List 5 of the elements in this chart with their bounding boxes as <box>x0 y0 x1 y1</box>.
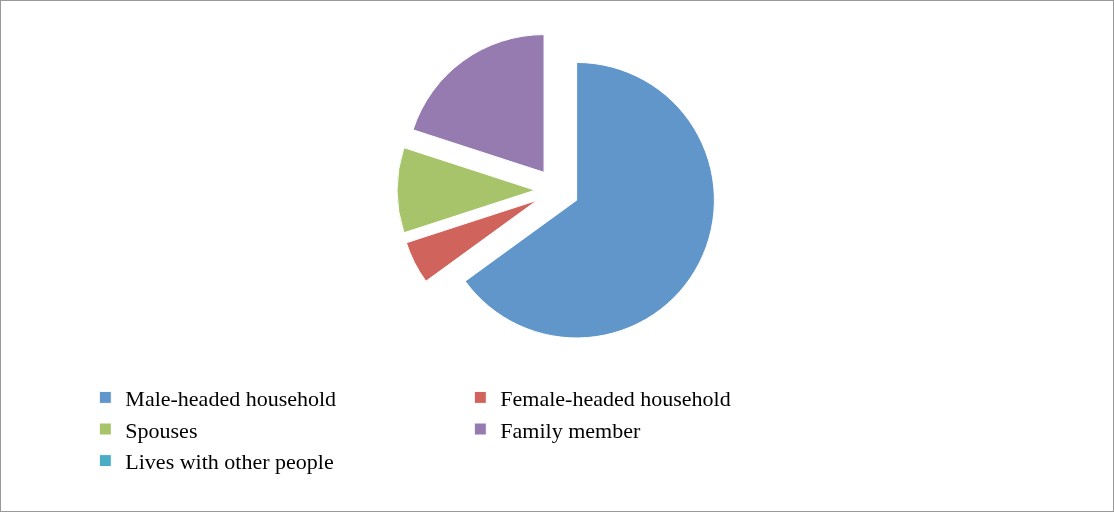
legend-label: Male-headed household <box>125 385 337 411</box>
legend-label: Spouses <box>125 417 198 443</box>
legend-label: Female-headed household <box>500 385 731 411</box>
legend-label: Lives with other people <box>125 449 334 475</box>
legend-label: Family member <box>500 417 641 443</box>
